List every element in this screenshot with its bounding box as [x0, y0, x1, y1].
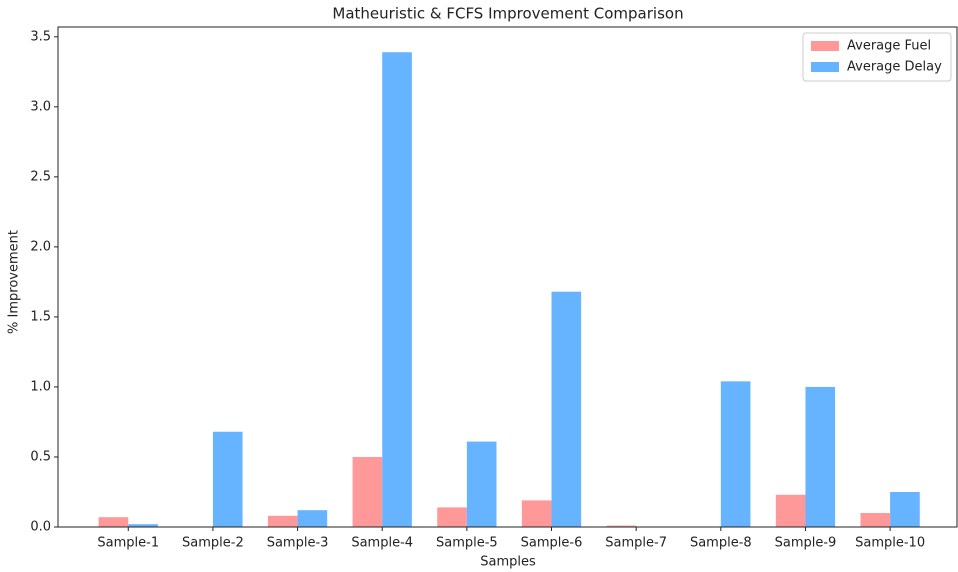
x-tick-label: Sample-5: [436, 536, 498, 551]
bar: [297, 510, 328, 527]
legend-swatch: [811, 41, 839, 51]
x-axis-label: Samples: [480, 555, 536, 570]
y-tick-label: 0.5: [30, 449, 51, 464]
x-tick-label: Sample-2: [182, 536, 244, 551]
x-tick-label: Sample-4: [351, 536, 413, 551]
y-tick-label: 3.0: [30, 99, 51, 114]
x-tick-label: Sample-8: [690, 536, 752, 551]
chart-title: Matheuristic & FCFS Improvement Comparis…: [332, 5, 683, 23]
bar: [521, 500, 552, 527]
x-tick-label: Sample-9: [775, 536, 837, 551]
y-tick-label: 1.5: [30, 309, 51, 324]
y-tick-label: 0.0: [30, 520, 51, 535]
y-axis-label: % Improvement: [7, 230, 22, 334]
x-tick-label: Sample-7: [605, 536, 667, 551]
bar: [382, 52, 412, 527]
bar: [212, 431, 243, 527]
bar: [466, 441, 497, 527]
y-tick-label: 3.5: [30, 29, 51, 44]
bar: [352, 456, 383, 527]
bar: [551, 291, 582, 527]
bar: [775, 494, 806, 527]
legend-box: [802, 32, 952, 82]
legend-label: Average Delay: [847, 60, 942, 75]
legend-label: Average Fuel: [847, 39, 931, 54]
bar: [720, 381, 751, 527]
y-tick-label: 2.5: [30, 169, 51, 184]
y-tick-label: 2.0: [30, 239, 51, 254]
x-tick-label: Sample-1: [97, 536, 159, 551]
x-tick-label: Sample-3: [267, 536, 329, 551]
bar: [437, 507, 467, 527]
x-tick-label: Sample-10: [855, 536, 925, 551]
legend-swatch: [811, 62, 839, 72]
bar: [98, 517, 129, 527]
bar: [805, 386, 836, 527]
bar: [606, 525, 637, 527]
axes-frame: [57, 26, 958, 528]
bar: [890, 491, 920, 527]
x-tick-label: Sample-6: [521, 536, 583, 551]
bar: [267, 515, 298, 527]
bar: [860, 512, 891, 527]
bar: [128, 524, 158, 527]
y-tick-label: 1.0: [30, 379, 51, 394]
